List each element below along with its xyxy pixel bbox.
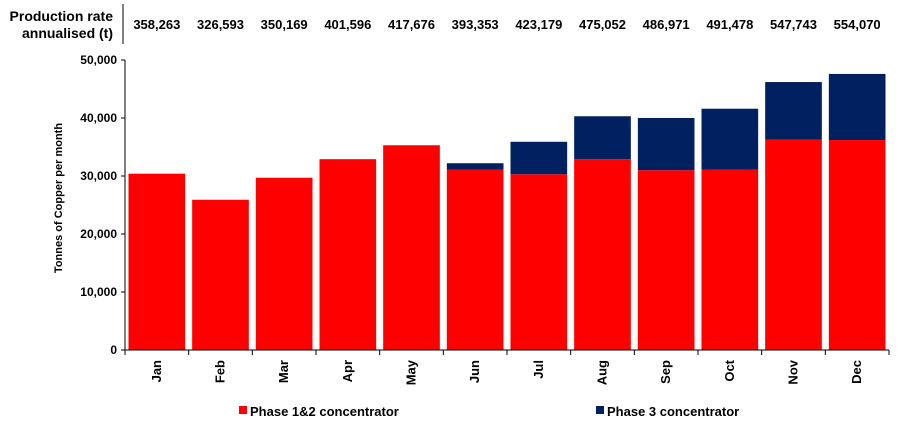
y-tick-label: 30,000 (80, 169, 117, 183)
production-rate-value: 491,478 (706, 17, 753, 32)
legend-swatch-phase-1-2 (239, 406, 247, 414)
production-rate-value: 326,593 (197, 17, 244, 32)
bar-phase-3-nov (765, 82, 822, 140)
production-rate-value: 417,676 (388, 17, 435, 32)
y-tick-label: 10,000 (80, 285, 117, 299)
x-tick-label: Jan (149, 360, 164, 382)
production-rate-label-line2: annualised (t) (22, 25, 113, 41)
legend-label-phase-3: Phase 3 concentrator (607, 404, 739, 419)
x-tick-label: Dec (849, 360, 864, 384)
bar-phase-3-oct (701, 108, 759, 170)
production-rate-label-line1: Production rate (10, 8, 114, 24)
bar-phase-1-2-mar (255, 177, 313, 350)
production-rate-values: 358,263 326,593 350,169 401,596 417,676 393,3… (133, 17, 880, 32)
bar-phase-3-jun (446, 163, 504, 170)
x-tick-label: Jun (467, 360, 482, 383)
legend-label-phase-1-2: Phase 1&2 concentrator (250, 404, 399, 419)
bar-phase-1-2-jun (446, 169, 504, 350)
x-tick-label: Apr (340, 360, 355, 382)
x-tick-label: May (404, 359, 419, 385)
bar-phase-3-aug (574, 116, 631, 160)
bar-phase-1-2-feb (192, 199, 249, 350)
y-tick-label: 40,000 (80, 111, 117, 125)
x-tick-label: Nov (786, 359, 801, 384)
production-rate-value: 358,263 (133, 17, 180, 32)
production-rate-value: 401,596 (324, 17, 371, 32)
production-rate-value: 554,070 (834, 17, 881, 32)
bar-phase-1-2-sep (637, 170, 695, 350)
production-rate-value: 475,052 (579, 17, 626, 32)
y-tick-label: 0 (110, 343, 117, 357)
y-tick-label: 50,000 (80, 53, 117, 67)
production-rate-value: 423,179 (515, 17, 562, 32)
bar-phase-1-2-may (383, 145, 440, 350)
legend: Phase 1&2 concentrator Phase 3 concentra… (239, 404, 739, 419)
x-axis-labels: Jan Feb Mar Apr May Jun Jul Aug Sep Oct Nov Dec (124, 350, 890, 385)
production-rate-value: 350,169 (261, 17, 308, 32)
bar-phase-1-2-apr (319, 159, 377, 350)
y-axis-ticks: 0 10,000 20,000 30,000 40,000 50,000 (80, 53, 125, 357)
bar-phase-1-2-nov (765, 139, 822, 350)
x-tick-label: Mar (276, 360, 291, 383)
y-axis-label: Tonnes of Copper per month (53, 123, 65, 273)
bar-phase-1-2-jan (128, 173, 186, 350)
bar-phase-1-2-jul (510, 174, 568, 350)
bar-phase-1-2-dec (828, 140, 886, 350)
y-tick-label: 20,000 (80, 227, 117, 241)
production-rate-value: 393,353 (452, 17, 499, 32)
production-rate-value: 547,743 (770, 17, 817, 32)
bar-phase-3-jul (510, 141, 568, 175)
x-tick-label: Feb (213, 360, 228, 383)
x-tick-label: Sep (658, 360, 673, 384)
bars (128, 73, 886, 350)
bar-phase-1-2-oct (701, 169, 759, 350)
x-tick-label: Jul (531, 360, 546, 379)
production-rate-value: 486,971 (643, 17, 690, 32)
bar-phase-1-2-aug (574, 159, 631, 350)
bar-phase-3-sep (637, 118, 695, 171)
x-tick-label: Oct (722, 359, 737, 381)
production-rate-header: Production rate annualised (t) 358,263 32… (10, 4, 881, 44)
legend-swatch-phase-3 (596, 406, 604, 414)
bar-phase-3-dec (828, 73, 886, 141)
x-tick-label: Aug (595, 360, 610, 385)
